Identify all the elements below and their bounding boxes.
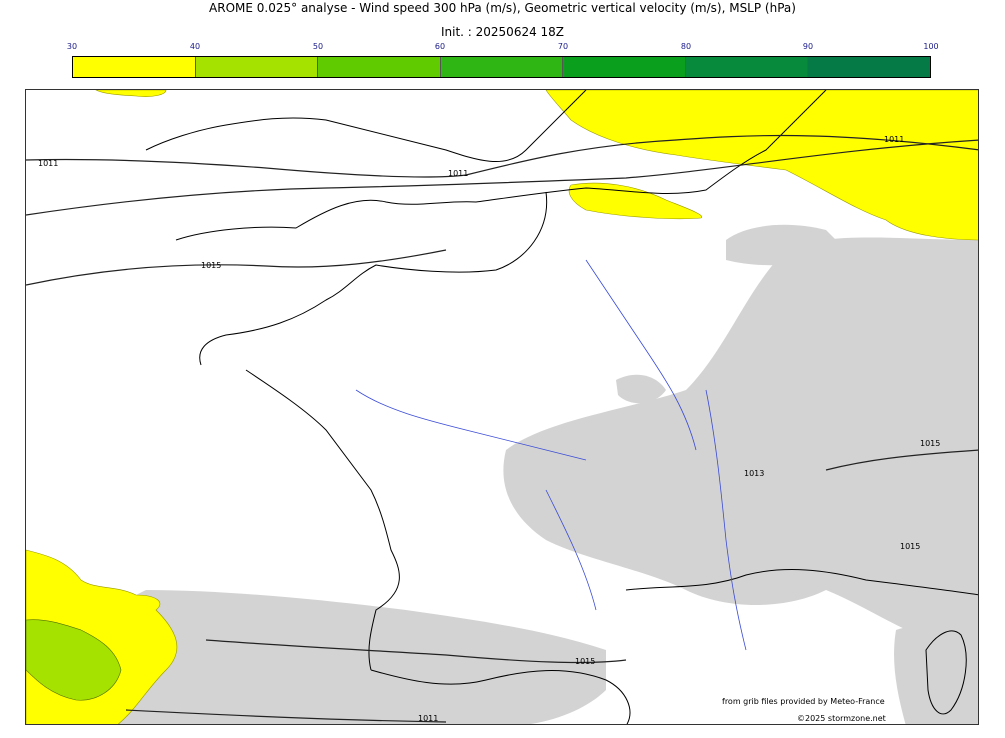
isobar-label: 1015: [920, 439, 940, 448]
isobar-label: 1015: [575, 657, 595, 666]
colorbar-tick: 80: [680, 42, 692, 51]
colorbar-seg-90-100: [808, 57, 931, 77]
isobar-label: 1015: [201, 261, 221, 270]
vertical-velocity-shading: [106, 224, 978, 724]
colorbar-seg-30-40: [73, 57, 196, 77]
colorbar-seg-80-90: [685, 57, 809, 77]
isobar-label: 1011: [38, 159, 58, 168]
map-title: AROME 0.025° analyse - Wind speed 300 hP…: [209, 1, 796, 15]
map-canvas: 1011 1011 1011 1011 1015 1015 1015 1015 …: [26, 90, 978, 724]
isobar-label: 1013: [744, 469, 764, 478]
colorbar-tick: 90: [802, 42, 814, 51]
weather-map[interactable]: 1011 1011 1011 1011 1015 1015 1015 1015 …: [25, 89, 979, 725]
isobar-label: 1011: [884, 135, 904, 144]
colorbar-tick: 50: [312, 42, 324, 51]
isobar-label: 1015: [900, 542, 920, 551]
colorbar-seg-50-60: [318, 57, 441, 77]
rivers: [355, 259, 747, 651]
copyright-credit: ©2025 stormzone.net: [797, 714, 886, 723]
colorbar: [72, 56, 931, 78]
isobar-label: 1011: [448, 169, 468, 178]
colorbar-tick: 100: [923, 42, 939, 51]
isobars: [26, 134, 978, 723]
colorbar-tick: 70: [557, 42, 569, 51]
colorbar-tick: 30: [66, 42, 78, 51]
colorbar-tick: 60: [434, 42, 446, 51]
init-time: Init. : 20250624 18Z: [440, 25, 565, 39]
isobar-label: 1011: [418, 714, 438, 723]
colorbar-seg-40-50: [195, 57, 319, 77]
data-source-credit: from grib files provided by Meteo-France: [722, 697, 885, 706]
colorbar-seg-60-70: [440, 57, 564, 77]
colorbar-tick: 40: [189, 42, 201, 51]
colorbar-seg-70-80: [563, 57, 686, 77]
wind-speed-shading-strong: [26, 619, 122, 701]
coastlines: [145, 90, 978, 724]
